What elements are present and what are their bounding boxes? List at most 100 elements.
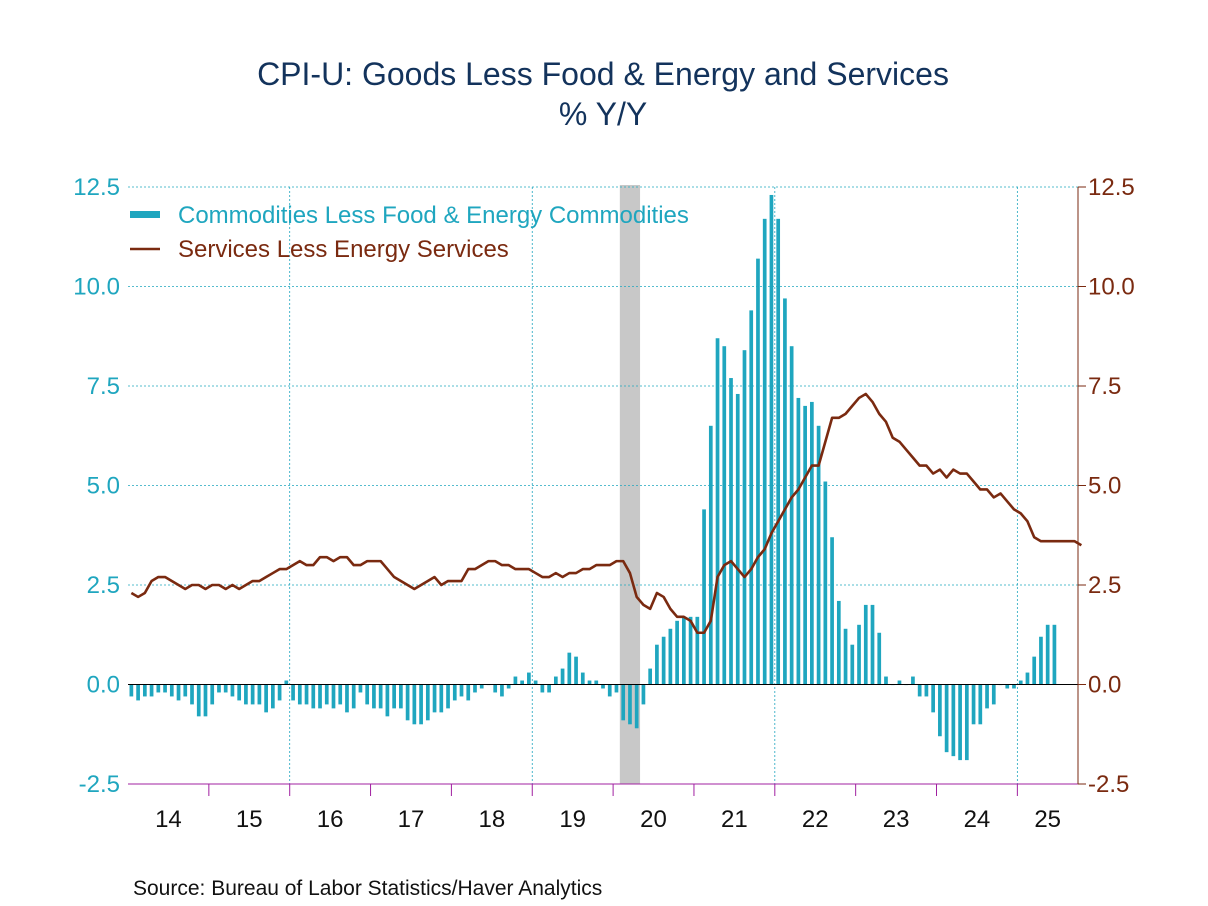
commodities-bar xyxy=(1039,636,1043,685)
commodities-bar xyxy=(870,604,875,685)
x-tick-label: 14 xyxy=(155,806,182,833)
commodities-bar xyxy=(708,425,713,685)
commodities-bar xyxy=(850,644,855,685)
y-left-tick-label: 2.5 xyxy=(87,572,120,599)
commodities-bar xyxy=(136,684,140,701)
commodities-bar xyxy=(264,684,268,713)
commodities-bar xyxy=(1018,680,1023,685)
commodities-bar xyxy=(614,684,619,693)
y-right-tick-label: 5.0 xyxy=(1088,473,1121,500)
commodities-bar xyxy=(823,481,828,685)
commodities-bar xyxy=(843,628,848,685)
commodities-bar xyxy=(345,684,349,713)
commodities-bar xyxy=(884,676,888,685)
commodities-bar xyxy=(985,684,989,709)
commodities-bar xyxy=(452,684,457,701)
commodities-bar xyxy=(372,684,376,709)
commodities-bar xyxy=(466,684,471,701)
commodities-bar xyxy=(378,684,383,709)
commodities-bar xyxy=(331,684,336,709)
commodities-bar xyxy=(553,676,558,685)
axes xyxy=(128,186,1086,796)
chart-subtitle: % Y/Y xyxy=(559,96,647,132)
commodities-bar xyxy=(722,346,727,685)
commodities-bar xyxy=(459,684,464,697)
commodities-bar xyxy=(931,684,935,713)
commodities-bar xyxy=(156,684,161,693)
legend-label-services: Services Less Energy Services xyxy=(178,236,509,263)
commodities-bar xyxy=(796,397,801,685)
services-line xyxy=(130,392,1083,635)
commodities-bar xyxy=(271,684,275,709)
commodities-bar xyxy=(803,405,807,685)
commodities-bar xyxy=(163,684,167,693)
commodities-bar xyxy=(607,684,612,697)
commodities-bar xyxy=(742,350,747,685)
commodities-bar xyxy=(129,684,134,697)
commodities-bar xyxy=(244,684,248,705)
commodities-bar xyxy=(473,684,477,693)
legend-swatch-commodities xyxy=(130,211,160,218)
x-tick-label: 17 xyxy=(398,806,425,833)
commodities-bar xyxy=(756,258,760,685)
commodities-bar xyxy=(621,684,626,721)
commodities-bar xyxy=(702,509,706,685)
chart-title: CPI-U: Goods Less Food & Energy and Serv… xyxy=(257,56,949,92)
commodities-bar xyxy=(628,684,632,725)
commodities-bar xyxy=(439,684,444,713)
commodities-bar xyxy=(392,684,396,709)
commodities-bar xyxy=(594,680,599,685)
commodities-bar xyxy=(877,632,882,685)
commodities-bar xyxy=(533,680,538,685)
commodities-bar xyxy=(715,338,720,685)
commodities-bar xyxy=(311,684,316,709)
x-tick-label: 19 xyxy=(559,806,586,833)
legend: Commodities Less Food & Energy Commoditi… xyxy=(130,202,689,263)
commodities-bar xyxy=(338,684,343,705)
commodities-bar xyxy=(762,218,767,685)
services-line-layer xyxy=(130,392,1083,635)
commodities-bar xyxy=(183,684,188,697)
commodities-bar xyxy=(217,684,221,693)
commodities-bar xyxy=(810,401,814,685)
x-tick-label: 22 xyxy=(802,806,829,833)
commodities-bar xyxy=(668,628,673,685)
commodities-bar xyxy=(958,684,962,761)
y-right-tick-label: 2.5 xyxy=(1088,572,1121,599)
commodities-bar xyxy=(836,600,841,685)
commodities-bar xyxy=(580,672,585,685)
x-tick-label: 20 xyxy=(640,806,667,833)
commodities-bar xyxy=(365,684,370,705)
commodities-bar xyxy=(911,676,915,685)
commodities-bar xyxy=(789,346,794,685)
commodities-bar xyxy=(277,684,282,701)
commodities-bar xyxy=(493,684,498,693)
commodities-bar xyxy=(500,684,504,697)
commodities-bar xyxy=(1005,684,1010,689)
y-left-tick-label: -2.5 xyxy=(79,771,120,798)
x-tick-label: 23 xyxy=(883,806,910,833)
commodities-bar xyxy=(176,684,181,701)
commodities-bar xyxy=(419,684,423,725)
commodities-bar xyxy=(991,684,996,705)
recession-band xyxy=(619,185,641,784)
commodities-bar xyxy=(149,684,154,697)
commodities-bar xyxy=(587,680,592,685)
commodities-bars xyxy=(128,194,1078,761)
commodities-bar xyxy=(978,684,983,725)
commodities-bar xyxy=(318,684,322,709)
commodities-bar xyxy=(446,684,450,709)
commodities-bar xyxy=(735,393,740,685)
commodities-bar xyxy=(601,684,605,689)
commodities-bar xyxy=(527,672,531,685)
commodities-bar xyxy=(634,684,639,729)
commodities-bar xyxy=(857,624,861,685)
commodities-bar xyxy=(412,684,417,725)
commodities-bar xyxy=(237,684,242,701)
commodities-bar xyxy=(917,684,922,697)
commodities-bar xyxy=(830,537,834,685)
commodities-bar xyxy=(688,616,693,685)
tick-labels: 12.5 10.0 7.5 5.0 2.5 0.0 -2.5 12.5 10.0 7.5 5.0 2.… xyxy=(73,174,1134,833)
commodities-bar xyxy=(681,616,686,685)
commodities-bar xyxy=(951,684,956,757)
